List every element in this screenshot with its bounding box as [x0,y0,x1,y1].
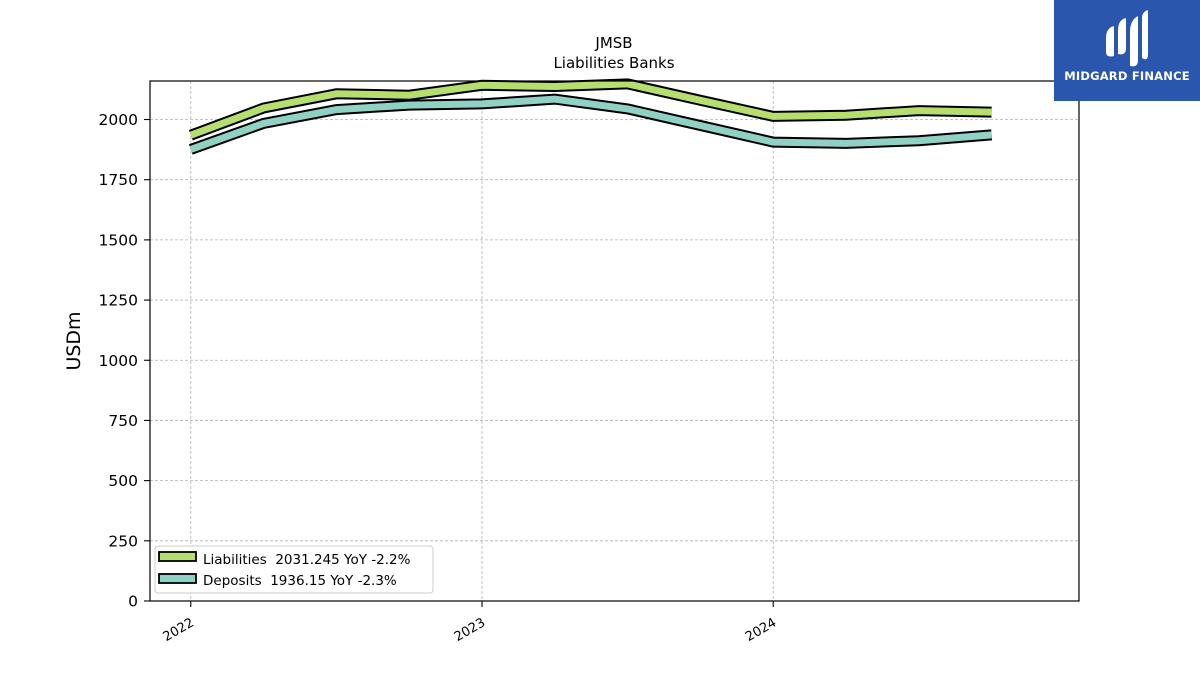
midgard-finance-logo: MIDGARD FINANCE [1054,0,1200,101]
y-tick-label: 2000 [99,111,138,129]
x-tick-label: 2024 [743,615,779,645]
y-tick-label: 1500 [99,231,138,249]
legend-swatch-deposits [158,573,197,584]
plot-frame [149,80,1080,602]
y-tick-label: 1750 [99,171,138,189]
chart-title: JMSB [594,34,632,52]
chart-subtitle: Liabilities Banks [553,54,674,72]
legend-label-deposits: Deposits 1936.15 YoY -2.3% [203,573,397,589]
x-tick-label: 2023 [452,615,488,645]
series-lines [188,78,993,155]
legend-swatch-liabilities [158,551,197,562]
grid [150,81,1079,601]
y-tick-label: 500 [108,472,138,490]
legend-box [154,545,434,594]
x-tick-label: 2022 [161,615,197,645]
legend-label-liabilities: Liabilities 2031.245 YoY -2.2% [203,552,411,568]
series-line-liabilities [189,80,992,139]
series-line-deposits [189,95,992,153]
y-axis-label: USDm [63,311,85,370]
y-tick-label: 0 [128,593,138,611]
logo-text: MIDGARD FINANCE [1064,69,1190,83]
midgard-logo-icon [1106,10,1148,67]
y-tick-label: 1000 [99,352,138,370]
legend: Liabilities 2031.245 YoY -2.2% Deposits … [154,545,434,594]
y-tick-label: 1250 [99,292,138,310]
y-tick-label: 750 [108,412,138,430]
y-tick-label: 250 [108,532,138,550]
